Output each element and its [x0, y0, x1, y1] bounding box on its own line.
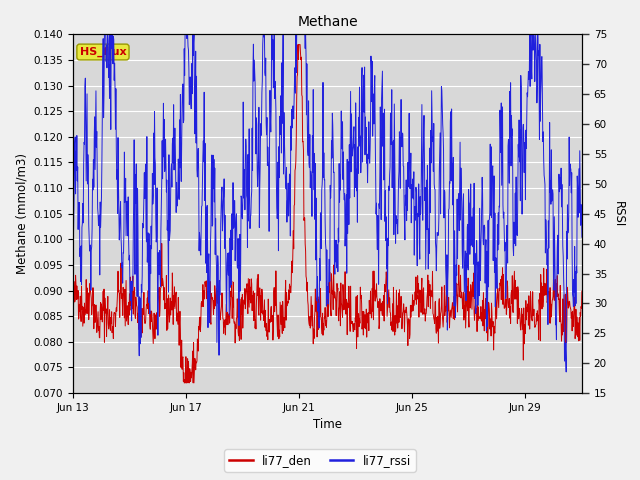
Y-axis label: RSSI: RSSI: [612, 201, 625, 227]
Legend: li77_den, li77_rssi: li77_den, li77_rssi: [224, 449, 416, 472]
X-axis label: Time: Time: [313, 419, 342, 432]
Text: HS_flux: HS_flux: [79, 47, 126, 57]
Title: Methane: Methane: [297, 15, 358, 29]
Y-axis label: Methane (mmol/m3): Methane (mmol/m3): [15, 153, 28, 274]
